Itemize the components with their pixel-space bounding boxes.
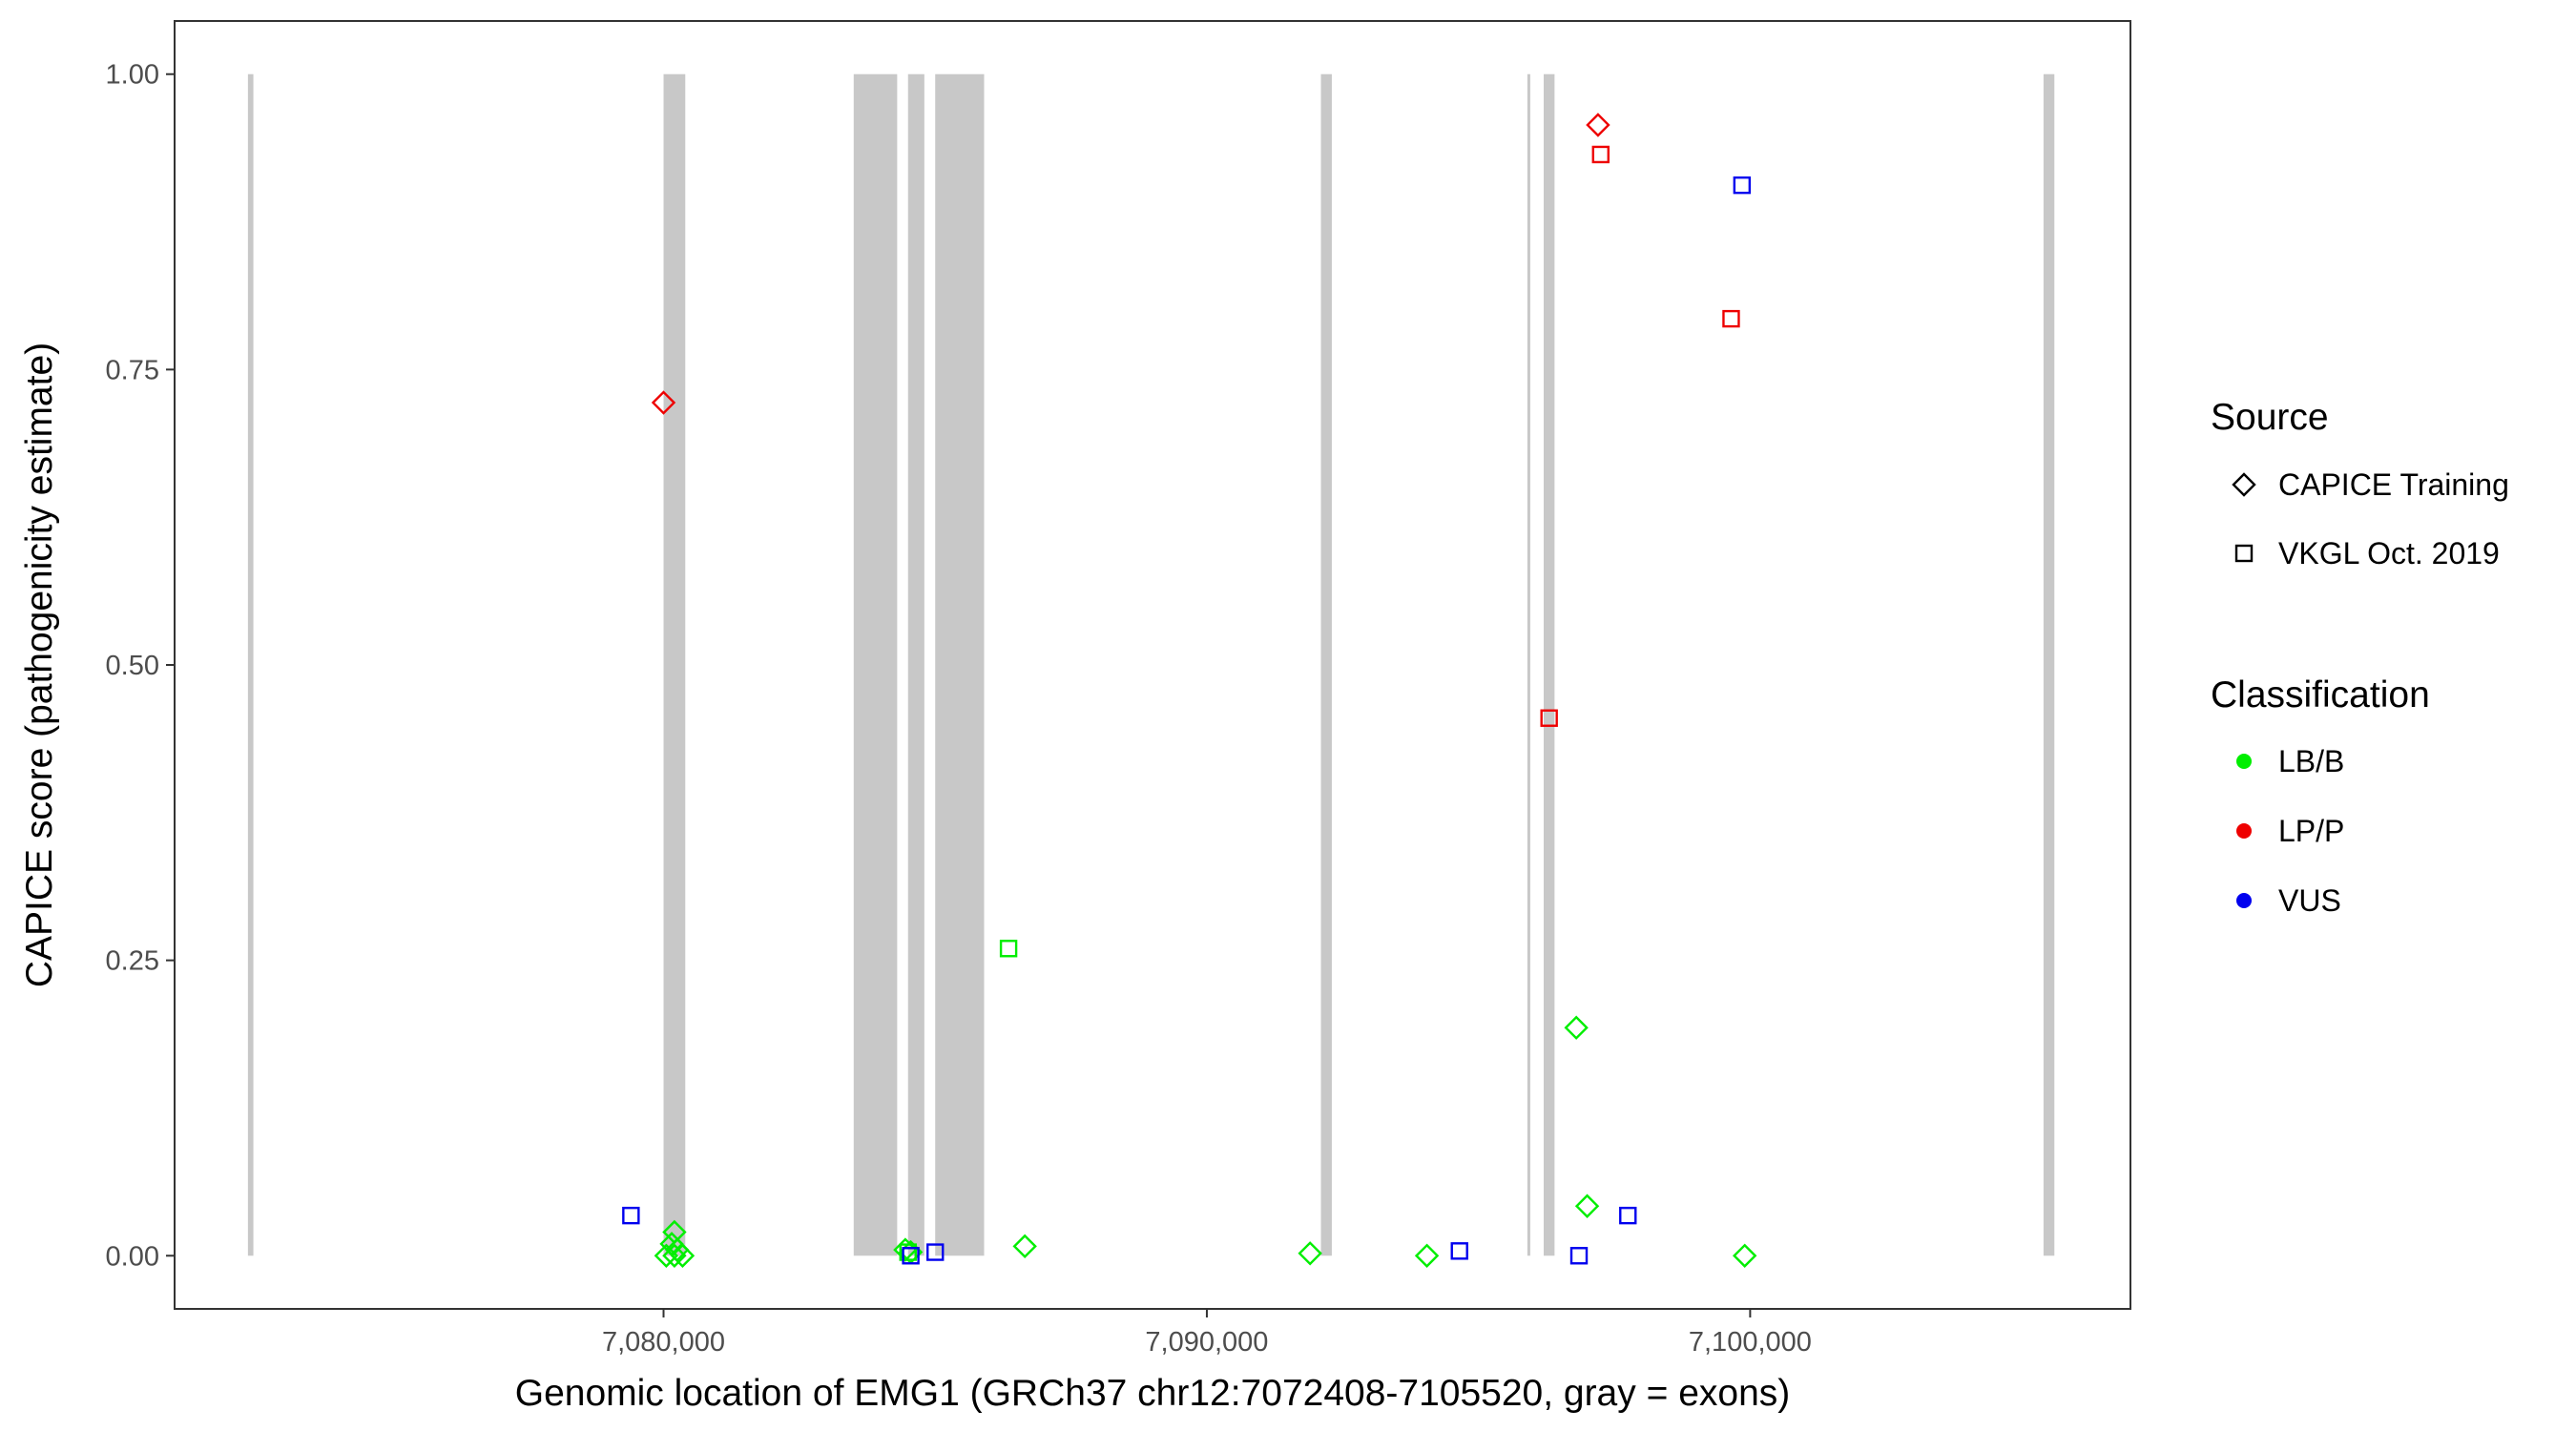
exon-band [935,73,985,1256]
data-point [1012,1234,1037,1259]
y-axis-title: CAPICE score (pathogenicity estimate) [19,342,60,987]
legend-key-dot [2236,754,2252,769]
legend-key-dot [2236,823,2252,839]
data-point [899,1243,917,1261]
legend-key-square [2234,544,2254,563]
data-points [622,113,1757,1268]
y-axis: 0.00 0.25 0.50 0.75 1.00 [106,60,175,1272]
data-point [1569,1247,1589,1265]
x-tick-label: 7,100,000 [1689,1327,1812,1358]
y-tick-label: 0.25 [106,946,159,977]
exon-bands [247,73,2055,1256]
legend-label: CAPICE Training [2278,467,2509,502]
y-tick-label: 0.00 [106,1241,159,1272]
plot-panel-border [174,20,2131,1310]
exon-band [247,73,254,1256]
data-point [665,1237,690,1262]
data-point [1414,1243,1440,1268]
data-point [1564,1015,1589,1040]
exon-band [663,73,686,1256]
data-point [902,1247,920,1265]
x-tick-label: 7,090,000 [1145,1327,1268,1358]
data-point [1450,1242,1468,1260]
legend-label: VKGL Oct. 2019 [2278,536,2500,570]
exon-band [1527,73,1530,1256]
data-point [1591,145,1610,164]
data-point [1733,176,1752,195]
data-point [654,1243,679,1268]
data-point [999,940,1018,958]
exon-band [853,73,898,1256]
exon-band [2043,73,2055,1256]
data-point [926,1243,945,1261]
legend-label: LP/P [2278,814,2344,848]
data-point [670,1243,696,1268]
exon-band [1544,73,1555,1256]
data-point [1722,309,1740,328]
y-tick-label: 1.00 [106,60,159,91]
x-axis: 7,080,000 7,090,000 7,100,000 [602,1309,1812,1358]
legend-key-dot [2236,893,2252,908]
data-point [1298,1241,1322,1266]
legend-label: LB/B [2278,744,2344,778]
exon-band [907,73,924,1256]
legend-key-diamond [2232,472,2256,497]
data-point [1586,113,1610,137]
legend-title-classification: Classification [2211,674,2430,716]
legend: Source CAPICE Training VKGL Oct. 2019 Class… [2211,397,2509,918]
legend-label: VUS [2278,883,2341,918]
x-axis-title: Genomic location of EMG1 (GRCh37 chr12:7… [515,1373,1791,1414]
data-point [651,390,676,415]
data-point [1540,709,1558,727]
y-tick-label: 0.75 [106,355,159,385]
legend-title-source: Source [2211,397,2329,438]
data-point [1574,1193,1600,1218]
data-point [622,1206,640,1225]
data-point [662,1243,687,1268]
x-tick-label: 7,080,000 [602,1327,725,1358]
data-point [1732,1243,1757,1268]
data-point [1619,1206,1637,1225]
y-tick-label: 0.50 [106,651,159,681]
exon-band [1320,73,1332,1256]
